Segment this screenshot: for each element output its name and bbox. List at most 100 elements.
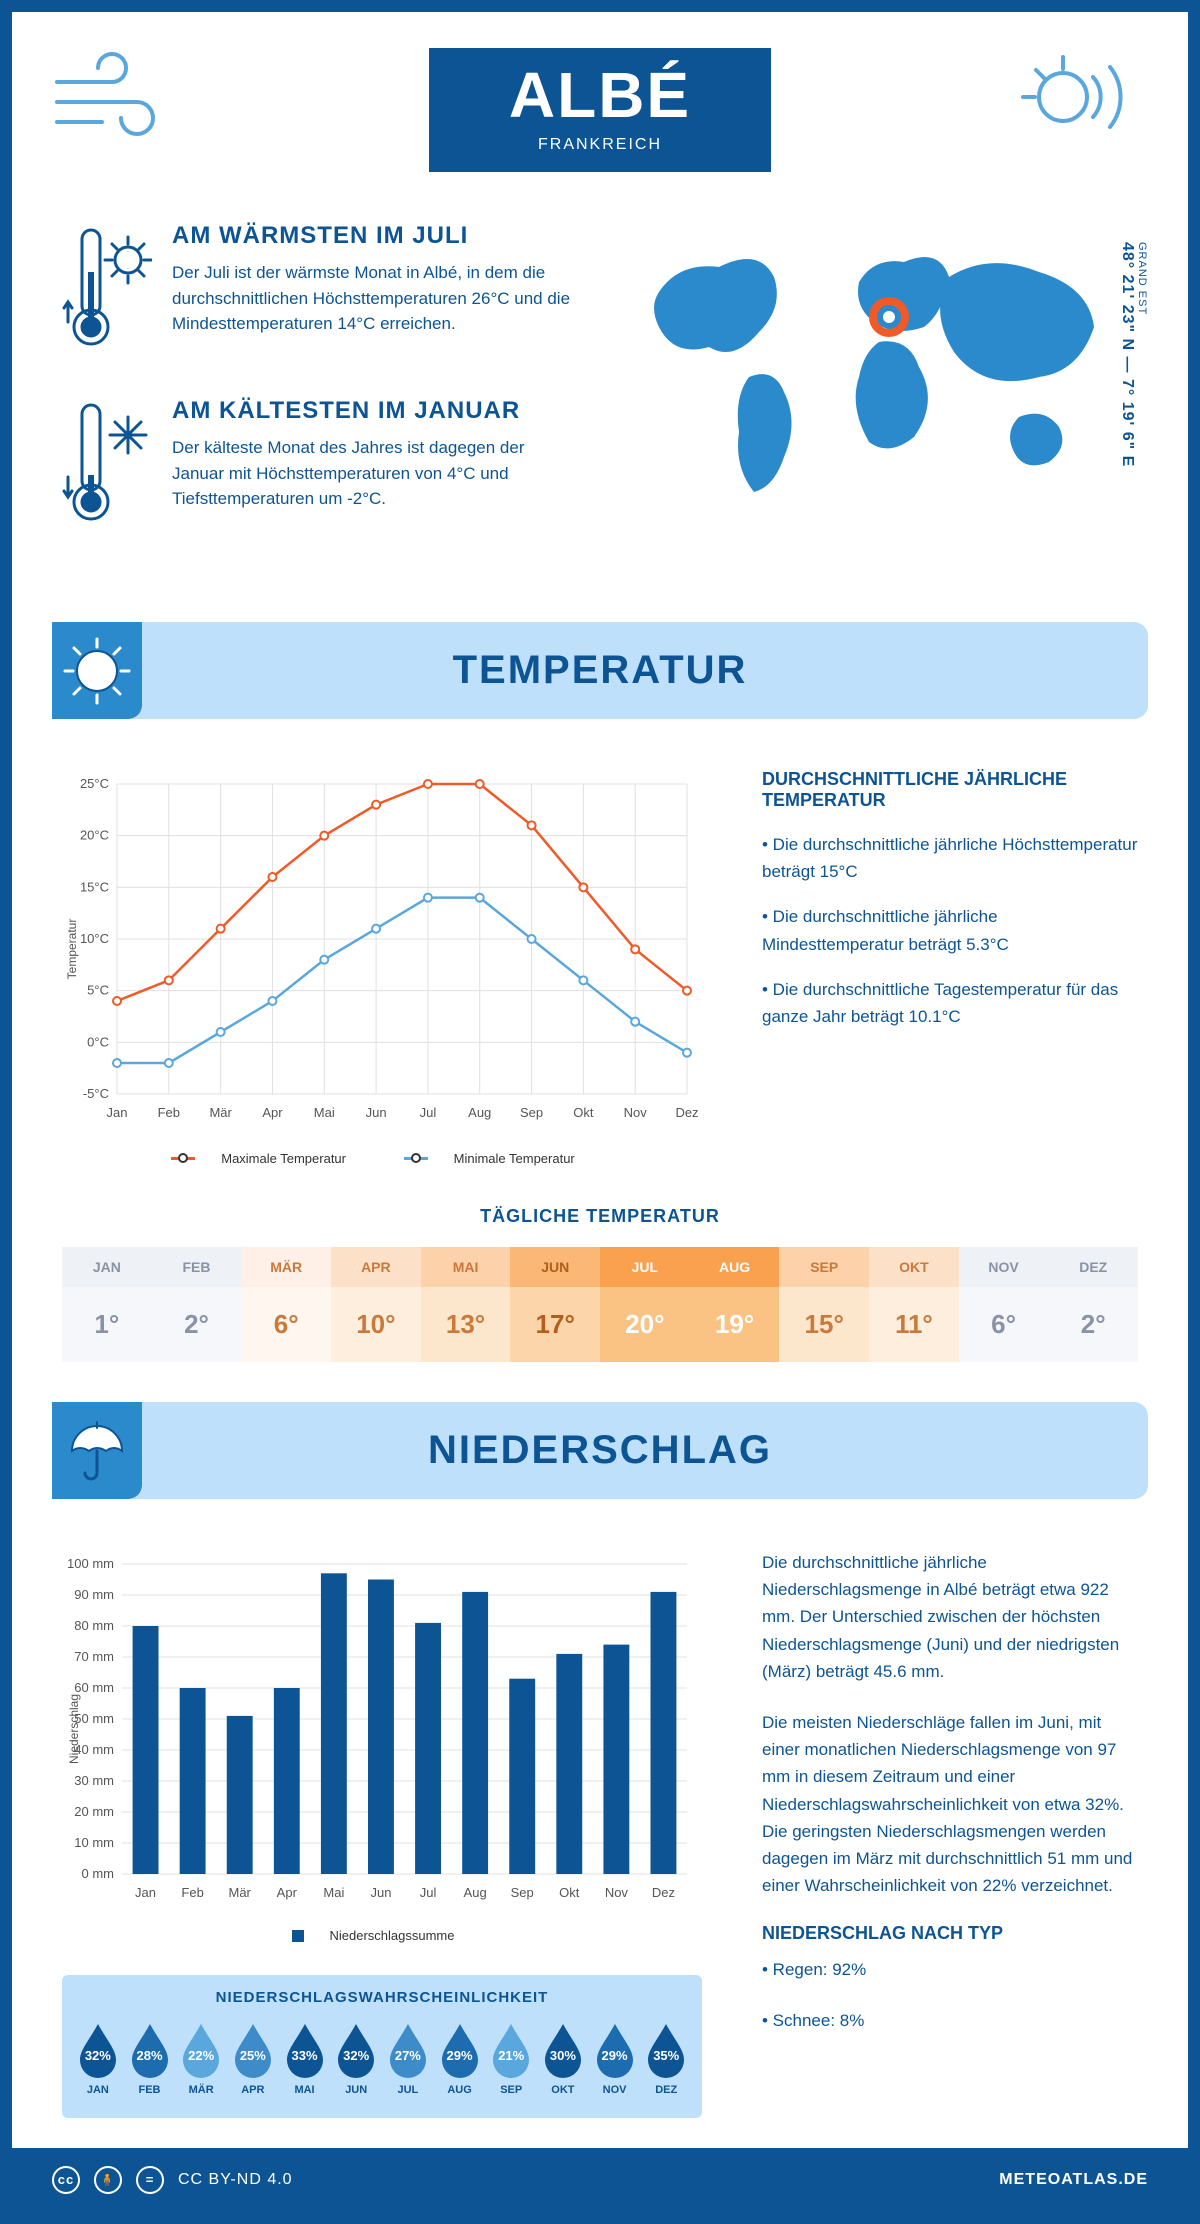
temp-summary-heading: DURCHSCHNITTLICHE JÄHRLICHE TEMPERATUR [762,769,1138,811]
month-cell: JUL20° [600,1247,690,1362]
month-cell: SEP15° [779,1247,869,1362]
probability-drop: 29%NOV [589,2020,641,2096]
svg-text:Okt: Okt [559,1885,580,1900]
thermometer-cold-icon [62,397,152,532]
svg-text:Aug: Aug [464,1885,487,1900]
svg-text:Jun: Jun [370,1885,391,1900]
svg-text:Sep: Sep [520,1105,543,1120]
site-name: METEOATLAS.DE [999,2171,1148,2189]
license-text: CC BY-ND 4.0 [178,2171,293,2189]
month-cell: OKT11° [869,1247,959,1362]
svg-text:-5°C: -5°C [83,1086,109,1101]
svg-text:Nov: Nov [624,1105,648,1120]
fact-body: Der kälteste Monat des Jahres ist dagege… [172,435,580,512]
precip-paragraph: Die durchschnittliche jährliche Niedersc… [762,1549,1138,1685]
month-cell: MÄR6° [241,1247,331,1362]
svg-text:100 mm: 100 mm [67,1556,114,1571]
footer: cc 🧍 = CC BY-ND 4.0 METEOATLAS.DE [12,2148,1188,2212]
wind-icon [1018,52,1148,147]
svg-text:Temperatur: Temperatur [65,919,79,980]
cc-icon: cc [52,2166,80,2194]
chart-legend: Maximale Temperatur Minimale Temperatur [62,1148,702,1166]
umbrella-icon [52,1402,142,1499]
svg-text:10 mm: 10 mm [74,1835,114,1850]
month-cell: DEZ2° [1048,1247,1138,1362]
svg-text:Jul: Jul [420,1885,437,1900]
daily-temp-table: JAN1°FEB2°MÄR6°APR10°MAI13°JUN17°JUL20°A… [62,1247,1138,1362]
svg-text:Feb: Feb [181,1885,203,1900]
bullet: • Regen: 92% [762,1956,1138,1983]
svg-text:Jan: Jan [107,1105,128,1120]
precip-type-heading: NIEDERSCHLAG NACH TYP [762,1923,1138,1944]
svg-text:70 mm: 70 mm [74,1649,114,1664]
svg-text:Okt: Okt [573,1105,594,1120]
nd-icon: = [136,2166,164,2194]
svg-text:Jul: Jul [420,1105,437,1120]
month-cell: AUG19° [690,1247,780,1362]
svg-text:10°C: 10°C [80,931,109,946]
temperature-section-bar: TEMPERATUR [52,622,1148,719]
probability-drop: 32%JAN [72,2020,124,2096]
fact-heading: AM KÄLTESTEN IM JANUAR [172,397,580,425]
svg-text:Nov: Nov [605,1885,629,1900]
svg-text:Niederschlag: Niederschlag [67,1694,81,1764]
svg-text:Jan: Jan [135,1885,156,1900]
world-map [620,222,1138,502]
svg-text:0 mm: 0 mm [82,1866,115,1881]
sun-icon [52,622,142,719]
svg-text:0°C: 0°C [87,1034,109,1049]
month-cell: JUN17° [510,1247,600,1362]
svg-text:Aug: Aug [468,1105,491,1120]
probability-drop: 29%AUG [434,2020,486,2096]
svg-text:30 mm: 30 mm [74,1773,114,1788]
svg-text:Mär: Mär [209,1105,232,1120]
svg-text:20 mm: 20 mm [74,1804,114,1819]
precip-paragraph: Die meisten Niederschläge fallen im Juni… [762,1709,1138,1899]
section-title: TEMPERATUR [52,648,1148,693]
probability-drop: 32%JUN [330,2020,382,2096]
title-banner: ALBÉ FRANKREICH [429,48,771,172]
svg-text:5°C: 5°C [87,983,109,998]
month-cell: APR10° [331,1247,421,1362]
bullet: • Schnee: 8% [762,2007,1138,2034]
section-title: NIEDERSCHLAG [52,1428,1148,1473]
wind-icon [52,52,182,147]
svg-text:Mai: Mai [314,1105,335,1120]
month-cell: FEB2° [152,1247,242,1362]
bullet: • Die durchschnittliche jährliche Höchst… [762,831,1138,885]
temperature-line-chart: -5°C0°C5°C10°C15°C20°C25°CJanFebMärAprMa… [62,769,702,1129]
svg-text:Apr: Apr [277,1885,298,1900]
svg-text:90 mm: 90 mm [74,1587,114,1602]
header: ALBÉ FRANKREICH [12,12,1188,182]
location-subtitle: FRANKREICH [509,136,691,154]
probability-drop: 22%MÄR [175,2020,227,2096]
svg-text:20°C: 20°C [80,828,109,843]
svg-text:80 mm: 80 mm [74,1618,114,1633]
svg-text:15°C: 15°C [80,879,109,894]
location-title: ALBÉ [509,58,691,132]
coldest-fact: AM KÄLTESTEN IM JANUAR Der kälteste Mona… [62,397,580,532]
svg-text:Feb: Feb [158,1105,180,1120]
month-cell: MAI13° [421,1247,511,1362]
svg-text:Dez: Dez [652,1885,675,1900]
probability-drop: 25%APR [227,2020,279,2096]
svg-text:Mai: Mai [323,1885,344,1900]
chart-legend: Niederschlagssumme [62,1928,702,1945]
svg-text:Jun: Jun [366,1105,387,1120]
probability-drop: 35%DEZ [640,2020,692,2096]
probability-drop: 21%SEP [485,2020,537,2096]
fact-heading: AM WÄRMSTEN IM JULI [172,222,580,250]
daily-temp-heading: TÄGLICHE TEMPERATUR [12,1206,1188,1227]
precipitation-bar-chart: 0 mm10 mm20 mm30 mm40 mm50 mm60 mm70 mm8… [62,1549,702,1909]
svg-text:Sep: Sep [511,1885,534,1900]
svg-text:60 mm: 60 mm [74,1680,114,1695]
month-cell: JAN1° [62,1247,152,1362]
probability-drop: 33%MAI [279,2020,331,2096]
fact-body: Der Juli ist der wärmste Monat in Albé, … [172,260,580,337]
svg-text:Mär: Mär [229,1885,252,1900]
warmest-fact: AM WÄRMSTEN IM JULI Der Juli ist der wär… [62,222,580,357]
coordinates: GRAND EST 48° 21' 23" N — 7° 19' 6" E [1118,242,1148,467]
precipitation-section-bar: NIEDERSCHLAG [52,1402,1148,1499]
svg-text:Apr: Apr [262,1105,283,1120]
probability-drop: 28%FEB [124,2020,176,2096]
